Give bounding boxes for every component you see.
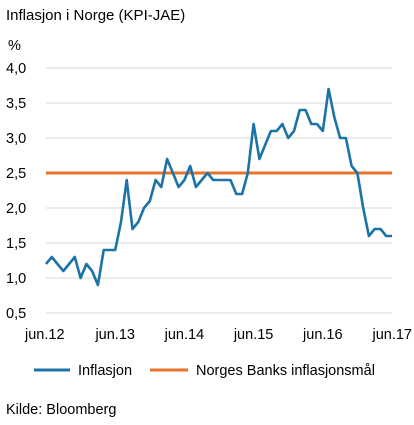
y-axis-tick-labels: 0,5 1,0 1,5 2,0 2,5 3,0 3,5 4,0 bbox=[6, 61, 26, 322]
y-axis-unit-label: % bbox=[8, 38, 21, 54]
legend-label-inflasjonsmal: Norges Banks inflasjonsmål bbox=[196, 363, 375, 379]
x-tick-label: jun.17 bbox=[371, 327, 412, 343]
legend-label-inflasjon: Inflasjon bbox=[78, 363, 132, 379]
series-line-inflasjon bbox=[44, 87, 392, 287]
y-tick-label: 4,0 bbox=[6, 61, 26, 77]
series-layer bbox=[44, 87, 392, 287]
y-tick-label: 3,5 bbox=[6, 96, 26, 112]
y-tick-label: 1,5 bbox=[6, 236, 26, 252]
x-axis-tick-labels: jun.12 jun.13 jun.14 jun.15 jun.16 jun.17 bbox=[24, 327, 412, 343]
y-tick-label: 1,0 bbox=[6, 271, 26, 287]
x-tick-label: jun.13 bbox=[94, 327, 135, 343]
y-tick-label: 3,0 bbox=[6, 131, 26, 147]
x-tick-label: jun.16 bbox=[302, 327, 343, 343]
legend: Inflasjon Norges Banks inflasjonsmål bbox=[34, 363, 375, 379]
gridlines bbox=[46, 67, 392, 314]
y-tick-label: 0,5 bbox=[6, 306, 26, 322]
y-tick-label: 2,5 bbox=[6, 166, 26, 182]
x-tick-label: jun.14 bbox=[164, 327, 205, 343]
y-tick-label: 2,0 bbox=[6, 201, 26, 217]
x-tick-label: jun.15 bbox=[233, 327, 274, 343]
x-tick-label: jun.12 bbox=[24, 327, 65, 343]
source-note: Kilde: Bloomberg bbox=[6, 402, 116, 418]
chart-title: Inflasjon i Norge (KPI-JAE) bbox=[6, 7, 185, 24]
